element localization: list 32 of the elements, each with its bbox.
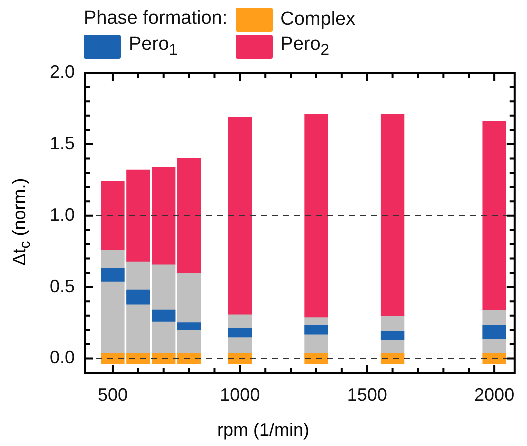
legend-title: Phase formation: — [84, 8, 228, 31]
bar — [482, 326, 506, 340]
bar — [177, 353, 202, 364]
bar — [152, 310, 176, 322]
bar — [380, 331, 405, 340]
legend-label: Pero$_{2}$ — [280, 34, 330, 60]
bar — [228, 328, 252, 338]
bar — [380, 353, 405, 364]
bar — [228, 116, 252, 315]
x-tick-label: 2000 — [474, 384, 515, 405]
y-tick-label: 0.5 — [50, 276, 75, 296]
legend-label: Complex — [280, 9, 356, 31]
bar — [304, 353, 328, 364]
x-axis-title: rpm (1/min) — [216, 420, 310, 441]
bar — [304, 114, 328, 318]
x-tick-label: 1500 — [347, 384, 388, 405]
bar — [228, 353, 252, 364]
bar — [380, 114, 405, 316]
x-tick-label: 500 — [98, 384, 128, 405]
bar — [304, 326, 328, 335]
y-tick-label: 1.5 — [50, 133, 75, 154]
bar — [101, 268, 125, 282]
bar — [482, 121, 506, 310]
y-tick-label: 1.0 — [50, 204, 75, 225]
bar — [177, 158, 202, 274]
y-tick-label: 2.0 — [50, 62, 75, 82]
bar — [126, 290, 150, 305]
legend-label: Pero$_{1}$ — [129, 34, 178, 60]
bar — [177, 322, 202, 330]
bar — [482, 353, 506, 364]
x-tick-label: 1000 — [220, 384, 260, 405]
y-tick-label: 0.0 — [50, 348, 75, 368]
